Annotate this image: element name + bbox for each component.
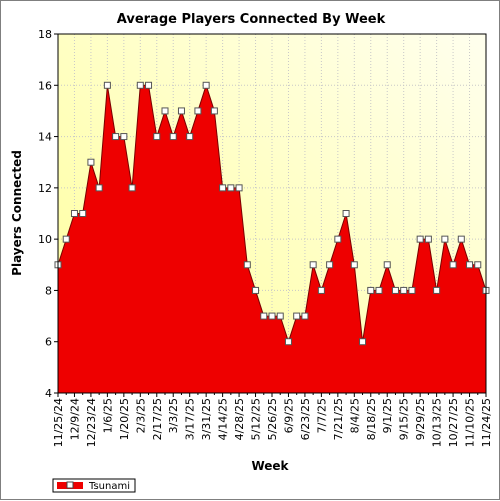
x-tick-label: 8/18/25: [365, 398, 378, 440]
data-point: [87, 158, 95, 166]
x-tick-label: 2/17/25: [151, 398, 164, 440]
x-tick-label: 6/23/25: [299, 398, 312, 440]
data-point: [243, 261, 251, 269]
x-tick-label: 12/9/24: [68, 398, 81, 440]
legend-marker: [66, 481, 74, 489]
data-point: [383, 261, 391, 269]
data-point: [202, 81, 210, 89]
data-point: [400, 286, 408, 294]
x-tick-label: 1/6/25: [101, 398, 114, 433]
data-point: [210, 107, 218, 115]
data-point: [62, 235, 70, 243]
x-tick-label: 9/29/25: [414, 398, 427, 440]
data-point: [70, 210, 78, 217]
data-point: [342, 210, 350, 217]
data-point: [227, 184, 235, 192]
x-tick-label: 10/13/25: [431, 398, 444, 447]
data-point: [128, 184, 136, 192]
data-point: [252, 286, 260, 294]
data-point: [120, 133, 128, 141]
x-tick-label: 3/17/25: [184, 398, 197, 440]
data-point: [177, 107, 185, 115]
data-point: [112, 133, 120, 141]
x-tick-label: 9/15/25: [398, 398, 411, 440]
plot-area: 4 6 8 10 12 14 16 18 11/25/24 12/9/24 12/23/24 1/6/…: [38, 28, 493, 447]
data-point: [260, 312, 268, 320]
data-point: [103, 81, 111, 89]
x-tick-label: 3/3/25: [167, 398, 180, 433]
data-point: [367, 286, 375, 294]
y-tick-label: 12: [38, 182, 52, 195]
x-axis-title: Week: [251, 459, 289, 473]
data-point: [375, 286, 383, 294]
data-point: [284, 338, 292, 346]
x-tick-label: 9/1/25: [381, 398, 394, 433]
data-point: [219, 184, 227, 192]
data-point: [79, 210, 87, 217]
data-point: [153, 133, 161, 141]
data-point: [474, 261, 482, 269]
x-tick-label: 6/9/25: [282, 398, 295, 433]
y-tick-label: 16: [38, 79, 52, 92]
y-tick-label: 6: [45, 336, 52, 349]
x-tick-label: 4/14/25: [217, 398, 230, 440]
y-axis-title: Players Connected: [10, 150, 24, 276]
series-area: [58, 85, 486, 394]
data-point: [95, 184, 103, 192]
x-tick-label: 1/20/25: [118, 398, 131, 440]
data-point: [169, 133, 177, 141]
data-point: [457, 235, 465, 243]
x-tick-label: 4/28/25: [233, 398, 246, 440]
data-point: [301, 312, 309, 320]
data-point: [408, 286, 416, 294]
x-tick-label: 5/12/25: [250, 398, 263, 440]
x-tick-label: 3/31/25: [200, 398, 213, 440]
data-point: [194, 107, 202, 115]
y-tick-label: 8: [45, 284, 52, 297]
data-point: [359, 338, 367, 346]
data-point: [145, 81, 153, 89]
chart-title: Average Players Connected By Week: [117, 12, 386, 27]
x-tick-label: 7/7/25: [315, 398, 328, 433]
data-point: [350, 261, 358, 269]
x-tick-label: 11/10/25: [464, 398, 477, 447]
y-tick-label: 18: [38, 28, 52, 41]
x-tick-label: 2/3/25: [134, 398, 147, 433]
data-point: [441, 235, 449, 243]
x-tick-label: 5/26/25: [266, 398, 279, 440]
legend-label: Tsunami: [88, 481, 130, 492]
data-point: [235, 184, 243, 192]
x-tick-label: 7/21/25: [332, 398, 345, 440]
x-tick-label: 11/24/25: [480, 398, 493, 447]
data-point: [268, 312, 276, 320]
data-point: [326, 261, 334, 269]
data-point: [433, 286, 441, 294]
data-point: [334, 235, 342, 243]
data-point: [186, 133, 194, 141]
legend: Tsunami: [52, 478, 136, 493]
data-point: [317, 286, 325, 294]
data-point: [136, 81, 144, 89]
data-point: [276, 312, 284, 320]
data-point: [424, 235, 432, 243]
x-tick-label: 10/27/25: [447, 398, 460, 447]
y-tick-label: 4: [45, 387, 52, 400]
x-tick-label: 11/25/24: [52, 398, 65, 447]
y-tick-label: 14: [38, 131, 52, 144]
data-point: [449, 261, 457, 269]
data-point: [293, 312, 301, 320]
data-point: [309, 261, 317, 269]
x-tick-label: 8/4/25: [348, 398, 361, 433]
data-point: [161, 107, 169, 115]
data-point: [416, 235, 424, 243]
data-point: [391, 286, 399, 294]
y-tick-label: 10: [38, 233, 52, 246]
data-point: [466, 261, 474, 269]
x-tick-label: 12/23/24: [85, 398, 98, 447]
